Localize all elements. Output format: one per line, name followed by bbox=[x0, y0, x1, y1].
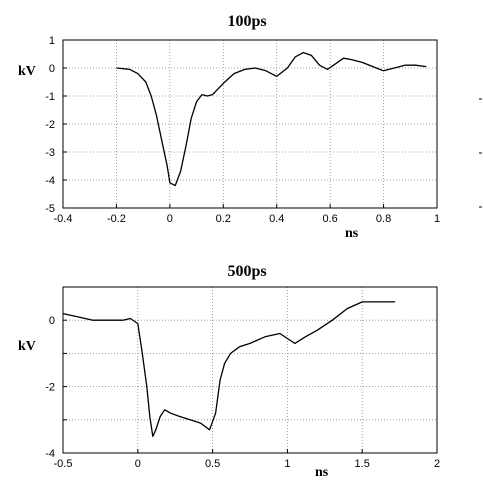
grid bbox=[63, 40, 437, 208]
x-tick-label: 0.5 bbox=[205, 458, 220, 470]
x-axis-label: ns bbox=[315, 465, 329, 480]
series-line bbox=[62, 301, 396, 438]
y-axis-label: kV bbox=[18, 64, 36, 79]
x-tick-label: -0.2 bbox=[107, 213, 126, 225]
grid bbox=[63, 287, 437, 453]
plot-frame bbox=[62, 286, 438, 454]
x-tick-label: 0 bbox=[167, 213, 173, 225]
x-tick-label: 1 bbox=[284, 458, 290, 470]
x-axis-label: ns bbox=[345, 226, 359, 241]
y-tick-label: -1 bbox=[45, 91, 55, 103]
x-tick-label: 1 bbox=[434, 213, 440, 225]
x-tick-label: 0 bbox=[135, 458, 141, 470]
y-axis: 1 0 -1 -2 -3 -4 -5 bbox=[45, 35, 67, 215]
y-tick-label: 0 bbox=[49, 63, 55, 75]
chart-title: 500ps bbox=[227, 263, 266, 280]
margin-ticks bbox=[479, 98, 482, 208]
y-tick-label: 0 bbox=[49, 315, 55, 327]
y-axis-label: kV bbox=[18, 339, 36, 354]
y-tick-label: -4 bbox=[45, 175, 55, 187]
x-tick-label: 0.4 bbox=[269, 213, 284, 225]
x-tick-label: 0.8 bbox=[376, 213, 391, 225]
chart-100ps: 100ps -0.4 -0.2 0 0.2 0.4 0.6 0.8 1 1 0 -1 -2 -3 -4 -… bbox=[18, 13, 440, 241]
y-tick-label: -2 bbox=[45, 119, 55, 131]
series-line bbox=[116, 51, 427, 187]
y-tick-label: -2 bbox=[45, 382, 55, 394]
chart-title: 100ps bbox=[227, 13, 266, 30]
x-axis: -0.5 0 0.5 1 1.5 2 bbox=[54, 449, 440, 470]
y-tick-label: -3 bbox=[45, 147, 55, 159]
chart-500ps: 500ps -0.5 0 0.5 1 1.5 2 0 -2 -4 kV ns bbox=[18, 263, 440, 480]
y-tick-label: -5 bbox=[45, 203, 55, 215]
x-tick-label: -0.5 bbox=[54, 458, 73, 470]
y-axis: 0 -2 -4 bbox=[45, 315, 67, 460]
x-tick-label: 0.2 bbox=[216, 213, 231, 225]
x-axis: -0.4 -0.2 0 0.2 0.4 0.6 0.8 1 bbox=[54, 204, 440, 225]
x-tick-label: 1.5 bbox=[355, 458, 370, 470]
x-tick-label: -0.4 bbox=[54, 213, 73, 225]
x-tick-label: 2 bbox=[434, 458, 440, 470]
x-tick-label: 0.6 bbox=[322, 213, 337, 225]
y-tick-label: -4 bbox=[45, 448, 55, 460]
y-tick-label: 1 bbox=[49, 35, 55, 47]
